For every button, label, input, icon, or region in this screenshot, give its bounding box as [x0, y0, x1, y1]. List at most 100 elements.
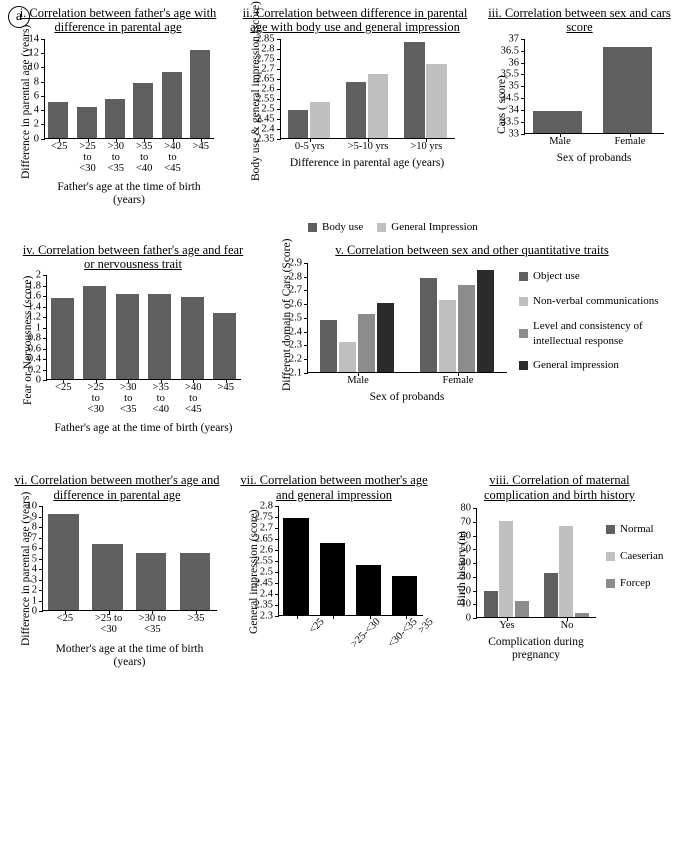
x-tick-label: Male — [525, 133, 595, 147]
chart-iv-xlabel: Father's age at the time of birth (years… — [46, 422, 241, 435]
bar — [515, 601, 529, 618]
chart-v-legend: Object use Non-verbal communications Level… — [519, 269, 669, 404]
legend-swatch — [377, 223, 386, 232]
x-tick-label: Female — [408, 372, 508, 386]
y-tick-label: 2.35 — [255, 600, 279, 611]
chart-i: i. Correlation between father's age with… — [8, 6, 228, 184]
y-tick-label: 2.7 — [261, 63, 280, 74]
y-tick-label: 34.5 — [501, 93, 525, 104]
y-tick-label: 1.4 — [28, 301, 47, 312]
y-tick-label: 0 — [466, 613, 477, 624]
y-tick-label: 20 — [461, 585, 478, 596]
legend-item: Body use — [308, 220, 363, 235]
bar — [404, 42, 424, 138]
y-tick-label: 10 — [461, 599, 478, 610]
y-tick-label: 7 — [32, 532, 43, 543]
y-tick-label: 2.7 — [289, 285, 308, 296]
y-tick-label: 2.8 — [289, 271, 308, 282]
bar — [48, 102, 68, 138]
chart-iv: iv. Correlation between father's age and… — [8, 243, 258, 446]
chart-vi-xlabel: Mother's age at the time of birth (years… — [42, 643, 217, 669]
x-tick-label: >5-10 yrs — [339, 138, 397, 152]
y-tick-label: 1.2 — [28, 312, 47, 323]
y-tick-label: 0.4 — [28, 354, 47, 365]
x-tick-label: >35 — [415, 615, 436, 636]
x-tick-label: >35 — [174, 610, 218, 624]
y-tick-label: 33 — [509, 128, 526, 139]
bar — [105, 99, 125, 138]
chart-iii-xlabel: Sex of probands — [524, 152, 664, 165]
bar — [51, 298, 74, 379]
x-tick-label: Yes — [477, 617, 537, 631]
y-tick-label: 2.65 — [256, 73, 280, 84]
bar — [559, 526, 573, 617]
bar — [603, 47, 652, 133]
chart-vii-ylabel: General impression (score) — [248, 510, 260, 635]
legend-item: Forcep — [606, 576, 663, 591]
legend-label: Non-verbal communications — [533, 294, 659, 309]
y-tick-label: 2.5 — [261, 103, 280, 114]
y-tick-label: 2.6 — [260, 545, 279, 556]
y-tick-label: 2.4 — [260, 589, 279, 600]
bar — [346, 82, 366, 138]
chart-i-title: i. Correlation between father's age with… — [8, 6, 228, 35]
bar — [392, 576, 417, 616]
x-tick-label: >30 to <35 — [112, 379, 145, 415]
bar — [356, 565, 381, 616]
bar — [310, 102, 330, 138]
x-tick-label: <25 — [43, 610, 87, 624]
x-tick-label: >30 to <35 — [131, 610, 175, 635]
y-tick-label: 3 — [32, 574, 43, 585]
chart-i-xlabel: Father's age at the time of birth (years… — [44, 181, 214, 207]
legend-item: Object use — [519, 269, 669, 284]
y-tick-label: 1.8 — [28, 280, 47, 291]
y-tick-label: 0 — [34, 133, 45, 144]
legend-swatch — [519, 361, 528, 370]
y-tick-label: 2 — [34, 119, 45, 130]
chart-ii-xlabel: Difference in parental age (years) — [280, 157, 455, 170]
y-tick-label: 2 — [32, 585, 43, 596]
x-tick-label: <25 — [306, 615, 327, 636]
chart-v-title: v. Correlation between sex and other qua… — [267, 243, 677, 257]
bar — [439, 300, 456, 372]
y-tick-label: 2.85 — [256, 33, 280, 44]
bar — [83, 286, 106, 379]
chart-v: v. Correlation between sex and other qua… — [267, 243, 677, 446]
x-tick-label: 0-5 yrs — [280, 138, 338, 152]
x-tick-label: No — [537, 617, 597, 631]
bar — [162, 72, 182, 138]
y-tick-label: 2.4 — [261, 123, 280, 134]
chart-ii: ii. Correlation between difference in pa… — [238, 6, 473, 184]
y-tick-label: 50 — [461, 544, 478, 555]
chart-ii-ylabel: Body use & general impression (score) — [250, 1, 262, 181]
y-tick-label: 2.8 — [261, 43, 280, 54]
legend-label: Level and consistency of intellectual re… — [533, 319, 669, 349]
chart-ii-legend: Body use General Impression — [308, 220, 677, 235]
y-tick-label: 5 — [32, 553, 43, 564]
y-tick-label: 2.75 — [255, 512, 279, 523]
bar — [148, 294, 171, 379]
y-tick-label: 2.45 — [256, 113, 280, 124]
legend-label: General Impression — [391, 220, 477, 235]
y-tick-label: 2.2 — [289, 354, 308, 365]
chart-iii: iii. Correlation between sex and cars sc… — [482, 6, 677, 184]
y-tick-label: 2.8 — [260, 501, 279, 512]
y-tick-label: 30 — [461, 571, 478, 582]
chart-vi-title: vi. Correlation between mother's age and… — [8, 473, 226, 502]
y-tick-label: 2.1 — [289, 367, 308, 378]
y-tick-label: 4 — [34, 105, 45, 116]
chart-viii-xlabel: Complication during pregnancy — [476, 636, 596, 662]
x-tick-label: >45 — [187, 138, 215, 152]
bar — [190, 50, 210, 138]
y-tick-label: 2.3 — [289, 340, 308, 351]
y-tick-label: 2.5 — [260, 567, 279, 578]
y-tick-label: 2.7 — [260, 523, 279, 534]
y-tick-label: 9 — [32, 511, 43, 522]
bar — [484, 591, 498, 617]
bar — [136, 553, 167, 610]
bar — [181, 297, 204, 379]
bar — [213, 313, 236, 380]
y-tick-label: 2.6 — [261, 83, 280, 94]
legend-label: Body use — [322, 220, 363, 235]
chart-viii-legend: NormalCaeserianForcep — [606, 522, 663, 662]
